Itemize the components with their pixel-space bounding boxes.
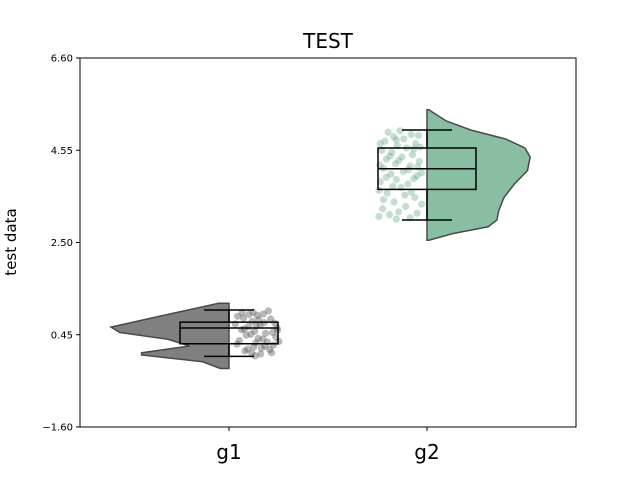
point-g2-49: [382, 173, 390, 181]
point-g1-1: [267, 349, 276, 357]
point-g1-37: [238, 309, 246, 317]
point-g1-27: [268, 328, 277, 337]
point-g2-44: [418, 169, 426, 177]
point-g2-50: [410, 145, 418, 153]
point-g1-15: [271, 319, 279, 327]
point-g1-26: [235, 337, 243, 345]
point-g2-48: [395, 157, 403, 165]
point-g2-13: [387, 170, 395, 178]
point-g1-20: [241, 347, 249, 355]
point-g1-40: [251, 352, 259, 360]
point-g2-47: [413, 209, 421, 217]
point-g2-39: [414, 131, 423, 139]
point-g2-21: [408, 151, 417, 159]
point-g1-3: [266, 346, 274, 354]
plot-frame: [79, 57, 577, 428]
point-g2-36: [410, 175, 418, 183]
point-g2-30: [407, 130, 415, 139]
point-g2-27: [381, 137, 389, 145]
point-g2-9: [404, 180, 412, 188]
point-g2-34: [375, 186, 383, 194]
point-g2-14: [399, 167, 407, 175]
x-tick-label-g2: g2: [414, 440, 439, 464]
point-g2-38: [416, 143, 424, 151]
point-g1-7: [245, 310, 253, 319]
point-g1-29: [244, 345, 252, 353]
point-g1-11: [248, 349, 256, 357]
y-axis-label: test data: [2, 208, 20, 275]
point-g2-3: [379, 205, 387, 213]
point-g2-12: [413, 172, 421, 180]
point-g2-28: [400, 135, 408, 143]
axes: g1 g2 6.60 4.55 2.50 0.45 −1.60: [42, 54, 439, 465]
box-g1: [179, 321, 279, 345]
point-g1-25: [248, 317, 256, 325]
point-g2-51: [407, 188, 415, 196]
point-g2-7: [383, 189, 391, 197]
point-g1-18: [264, 307, 272, 315]
point-g1-44: [253, 311, 261, 319]
point-g2-4: [402, 202, 410, 211]
point-g2-32: [396, 127, 404, 135]
point-g1-16: [242, 331, 250, 339]
point-g2-43: [389, 182, 397, 190]
point-g2-6: [411, 193, 419, 202]
point-g1-42: [250, 343, 258, 351]
y-tick-label-2: 2.50: [51, 238, 73, 249]
point-g2-41: [404, 166, 412, 174]
point-g2-1: [385, 211, 394, 219]
point-g2-2: [395, 208, 403, 216]
point-g1-21: [233, 312, 242, 320]
x-tick-label-g1: g1: [216, 440, 241, 464]
y-tick-label-1: 4.55: [51, 146, 73, 157]
y-tick-label-0: 6.60: [51, 54, 73, 65]
violin-g2: [426, 109, 531, 241]
point-g2-18: [415, 157, 423, 166]
point-g1-10: [259, 335, 267, 343]
point-g2-11: [392, 175, 400, 184]
point-g1-12: [239, 314, 248, 322]
point-g2-42: [386, 152, 394, 160]
point-g1-34: [267, 315, 275, 323]
point-g2-35: [392, 215, 400, 223]
point-g2-20: [398, 153, 406, 161]
point-g2-31: [384, 128, 392, 136]
point-g2-19: [382, 155, 390, 163]
point-g1-36: [256, 350, 265, 358]
point-g2-17: [391, 160, 400, 168]
y-tick-label-4: −1.60: [42, 423, 73, 434]
point-g1-17: [252, 339, 260, 347]
point-g2-16: [406, 162, 414, 170]
point-g2-46: [376, 139, 384, 148]
point-g2-22: [388, 148, 396, 157]
y-tick-label-3: 0.45: [51, 330, 73, 341]
point-g2-26: [412, 139, 420, 148]
point-g2-53: [375, 212, 383, 220]
point-g2-45: [379, 196, 388, 204]
point-g2-52: [392, 136, 400, 144]
plot-area: [109, 109, 531, 370]
point-g1-19: [250, 327, 259, 335]
violin-g1: [109, 302, 230, 370]
point-g2-33: [418, 200, 426, 208]
point-g2-40: [401, 191, 409, 199]
point-g1-31: [254, 334, 262, 342]
point-g2-29: [390, 133, 398, 141]
point-g1-35: [247, 330, 255, 338]
point-g1-8: [261, 329, 270, 337]
point-g2-5: [390, 198, 398, 206]
point-g1-14: [257, 344, 266, 352]
point-g1-9: [256, 321, 264, 329]
chart-title: TEST: [302, 29, 354, 53]
point-g1-28: [259, 310, 267, 318]
point-g1-32: [240, 325, 249, 333]
